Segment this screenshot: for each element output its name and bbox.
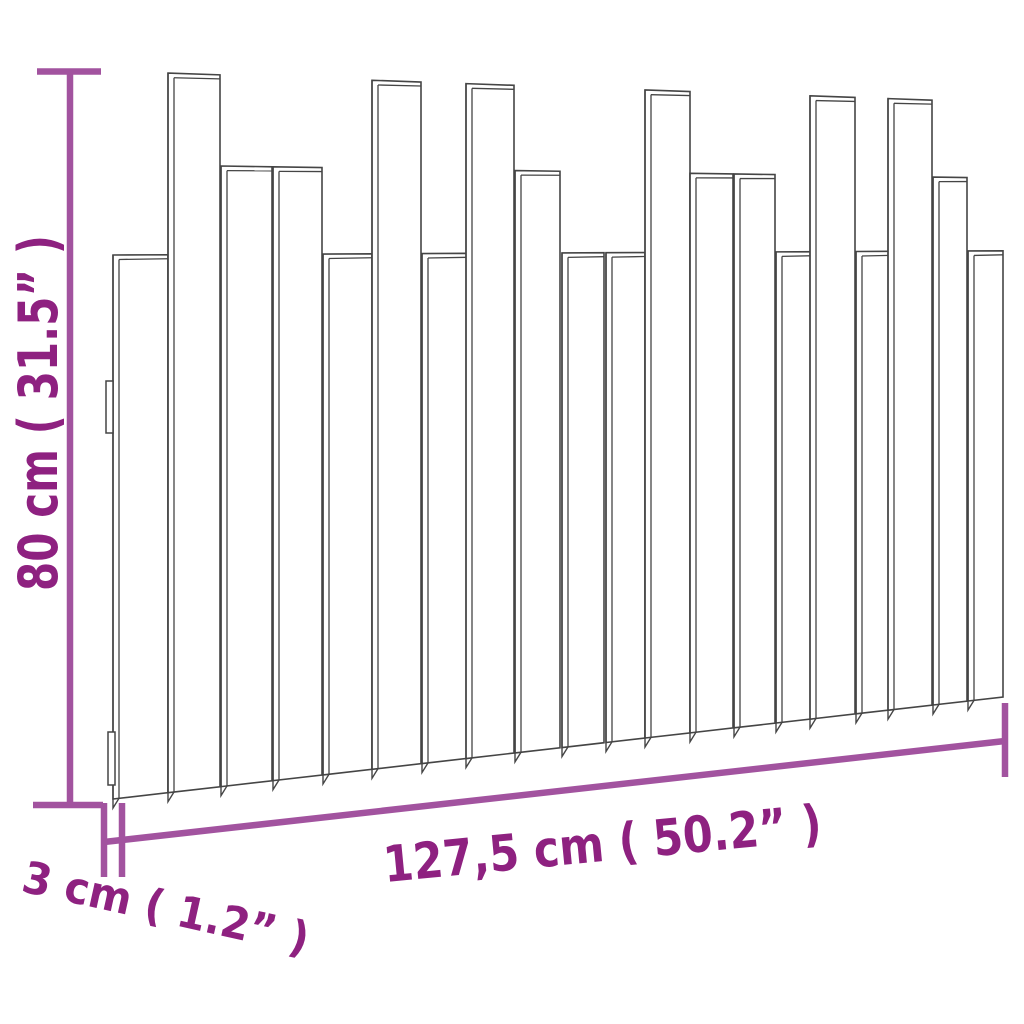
depth-dimension-label: 3 cm ( 1.2” )	[18, 852, 314, 966]
slat-top-edge	[328, 257, 372, 260]
slat-top-edge	[781, 255, 815, 258]
headboard-slat	[220, 165, 273, 788]
slat-side-edge	[167, 73, 175, 805]
slat-side-edge	[272, 166, 280, 793]
slat-side-edge	[967, 250, 975, 713]
slat-side-edge	[371, 80, 379, 781]
slat-side-edge	[855, 251, 863, 726]
slat-top-edge	[471, 87, 514, 90]
headboard-slat	[932, 176, 968, 706]
slat-side-edge	[465, 83, 473, 771]
headboard-slats	[112, 72, 1004, 811]
slat-side-edge	[689, 173, 697, 745]
slat-side-edge	[733, 173, 741, 740]
headboard-slat	[421, 252, 469, 765]
headboard-slat	[644, 89, 691, 739]
headboard-slat	[371, 79, 422, 771]
headboard-slat	[322, 252, 373, 776]
height-dimension-label: 80 cm ( 31.5” )	[8, 235, 70, 591]
slat-side-edge	[605, 252, 613, 754]
slat-side-edge	[887, 98, 895, 722]
slat-side-edge	[644, 89, 652, 750]
slat-side-edge	[809, 95, 817, 731]
headboard-slat	[112, 253, 169, 800]
slat-top-edge	[377, 84, 421, 87]
slat-side-edge	[421, 253, 429, 776]
wall-mount-bracket	[105, 380, 114, 434]
width-dimension-line	[103, 737, 1006, 846]
slat-top-edge	[650, 94, 690, 97]
headboard-slat	[465, 82, 515, 760]
headboard-slat	[167, 72, 221, 794]
slat-side-edge	[514, 170, 522, 765]
wall-mount-bracket	[107, 731, 116, 786]
headboard-slat	[514, 169, 561, 754]
width-dimension-label: 127,5 cm ( 50.2” )	[381, 794, 824, 894]
slat-side-edge	[932, 177, 940, 717]
slat-side-edge	[322, 254, 330, 787]
slat-top-edge	[973, 254, 1003, 257]
headboard-slat	[967, 250, 1004, 702]
slat-side-edge	[561, 252, 569, 760]
slat-top-edge	[567, 256, 604, 259]
slat-top-edge	[815, 99, 855, 103]
slat-top-edge	[893, 102, 932, 105]
slat-top-edge	[118, 258, 168, 261]
headboard-slat	[809, 94, 856, 721]
slat-top-edge	[427, 256, 468, 259]
slat-side-edge	[220, 166, 228, 799]
slat-side-edge	[775, 251, 783, 735]
headboard-slat	[272, 165, 323, 782]
mounting-brackets	[105, 380, 116, 786]
slat-top-edge	[173, 77, 220, 80]
slat-side-edge	[112, 255, 120, 811]
slat-top-edge	[611, 255, 645, 258]
dimension-lines	[33, 68, 1009, 877]
